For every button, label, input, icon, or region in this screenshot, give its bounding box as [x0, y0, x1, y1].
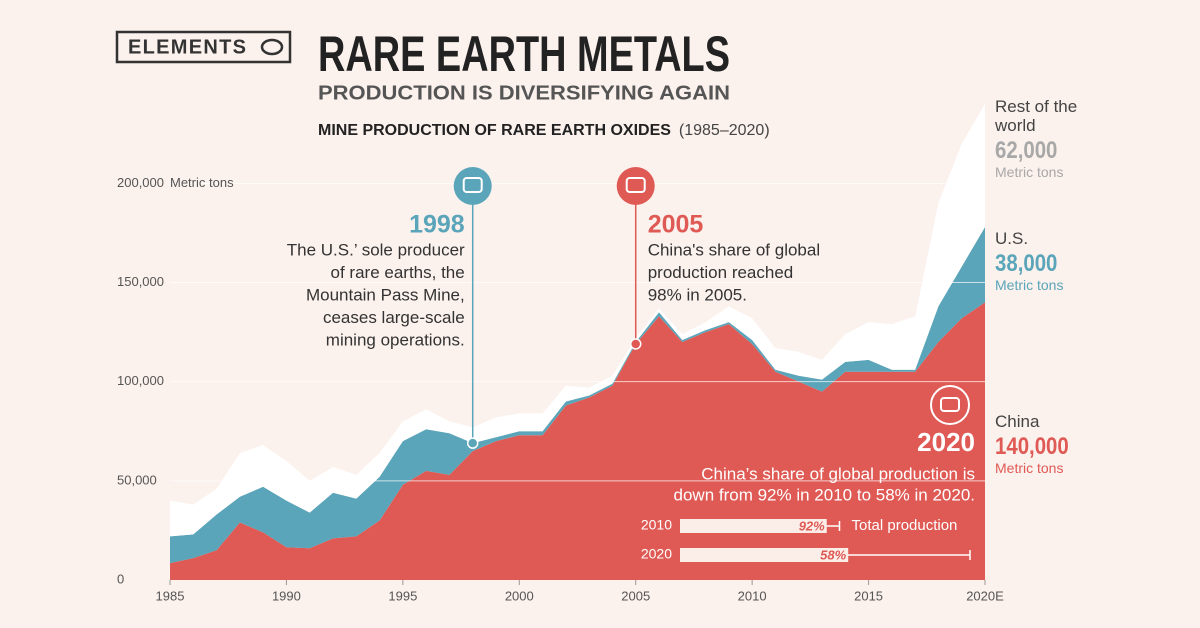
unit-label: Metric tons: [995, 164, 1064, 180]
annotation-text: mining operations.: [326, 330, 465, 349]
x-tick-label: 2000: [505, 588, 534, 603]
y-tick-label: 100,000: [117, 373, 164, 388]
annotation-year: 2005: [648, 211, 704, 239]
bar-value-label: 92%: [799, 518, 825, 533]
title: RARE EARTH METALS: [318, 26, 730, 82]
y-tick-label: 200,000: [117, 175, 164, 190]
x-tick-label: 1995: [388, 588, 417, 603]
series-name: Rest of the world: [995, 97, 1078, 135]
annotation-icon: [453, 167, 492, 205]
annotation-point: [466, 437, 479, 449]
series-value-label: 140,000: [995, 433, 1069, 460]
bar-legend-label: Total production: [852, 517, 958, 534]
x-tick-label: 2010: [738, 588, 767, 603]
annotation-text: production reached: [648, 263, 794, 282]
subtitle: PRODUCTION IS DIVERSIFYING AGAIN: [318, 82, 730, 104]
chart-title: MINE PRODUCTION OF RARE EARTH OXIDES (198…: [318, 122, 770, 139]
bar-category-label: 2010: [641, 517, 672, 533]
x-tick-label: 2015: [854, 588, 883, 603]
area: [170, 302, 985, 580]
y-tick-label: 50,000: [117, 472, 157, 487]
annotation-icon-glyph: [940, 397, 960, 412]
annotation-icon: [616, 167, 655, 205]
annotation-icon: [930, 385, 970, 425]
annotation-point: [629, 338, 642, 350]
annotation-text: ceases large-scale: [323, 308, 465, 327]
brand-icon: [260, 38, 284, 56]
series-value-label: 38,000: [995, 250, 1058, 277]
annotation-text: The U.S.’ sole producer: [287, 240, 465, 259]
x-tick-label: 1990: [272, 588, 301, 603]
unit-label: Metric tons: [995, 277, 1064, 293]
bar-category-label: 2020: [641, 546, 672, 562]
series-value-label: 62,000: [995, 137, 1058, 164]
annotation-text: China's share of global: [648, 240, 820, 259]
y-axis-label: Metric tons: [170, 175, 234, 190]
annotation-text: Mountain Pass Mine,: [306, 285, 465, 304]
series-name: China: [995, 412, 1040, 431]
brand-box: [115, 30, 292, 64]
annotation-text: down from 92% in 2010 to 58% in 2020.: [674, 485, 975, 504]
annotation-text: of rare earths, the: [331, 263, 465, 282]
y-tick-label: 150,000: [117, 274, 164, 289]
bar-value-label: 58%: [820, 547, 846, 562]
series-name: U.S.: [995, 229, 1029, 248]
annotation-icon-glyph: [462, 177, 483, 193]
annotation-text: 98% in 2005.: [648, 285, 747, 304]
unit-label: Metric tons: [995, 460, 1064, 476]
annotation-icon-glyph: [625, 177, 646, 193]
brand: ELEMENTS: [128, 36, 246, 58]
share-bar: [680, 519, 827, 533]
chart-title-main: MINE PRODUCTION OF RARE EARTH OXIDES: [318, 122, 671, 139]
annotation-year: 2020: [917, 427, 975, 457]
x-tick-label: 2005: [621, 588, 650, 603]
x-tick-label: 2020E: [966, 588, 1004, 603]
y-tick-label: 0: [117, 571, 124, 586]
annotation-text: China’s share of global production is: [701, 464, 975, 483]
x-tick-label: 1985: [156, 588, 185, 603]
chart-title-note: (1985–2020): [679, 122, 770, 139]
annotation-year: 1998: [409, 211, 465, 239]
share-bar: [680, 548, 849, 562]
